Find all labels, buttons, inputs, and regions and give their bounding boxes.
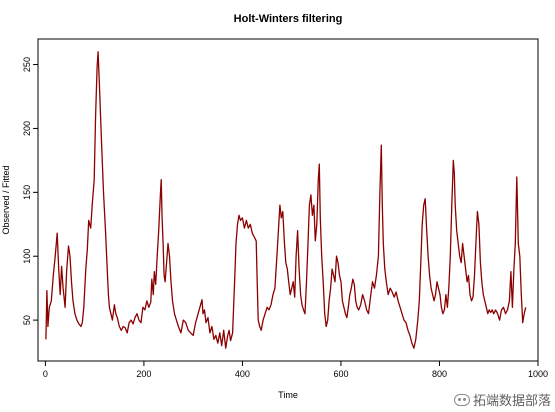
y-tick-label: 200 bbox=[22, 121, 32, 136]
y-axis: 50 100 150 200 250 bbox=[22, 57, 38, 325]
watermark-text: 拓端数据部落 bbox=[472, 394, 551, 409]
x-axis-label: Time bbox=[278, 390, 298, 400]
plot-frame bbox=[37, 38, 539, 362]
y-tick-label: 150 bbox=[22, 185, 32, 200]
x-tick-label: 800 bbox=[432, 369, 447, 379]
x-tick-label: 1000 bbox=[528, 369, 548, 379]
x-tick-label: 0 bbox=[43, 369, 48, 379]
x-tick-label: 600 bbox=[333, 369, 348, 379]
series-line bbox=[45, 51, 527, 349]
series-layer bbox=[45, 51, 527, 349]
watermark: 拓端数据部落 bbox=[453, 390, 551, 409]
y-tick-label: 50 bbox=[22, 315, 32, 325]
x-axis: 0 200 400 600 800 1000 bbox=[43, 361, 548, 379]
wechat-icon bbox=[453, 393, 470, 406]
y-tick-label: 250 bbox=[22, 57, 32, 72]
y-axis-label: Observed / Fitted bbox=[1, 165, 11, 234]
y-tick-label: 100 bbox=[22, 249, 32, 264]
x-tick-label: 400 bbox=[235, 369, 250, 379]
x-tick-label: 200 bbox=[136, 369, 151, 379]
chart-title: Holt-Winters filtering bbox=[234, 13, 343, 25]
